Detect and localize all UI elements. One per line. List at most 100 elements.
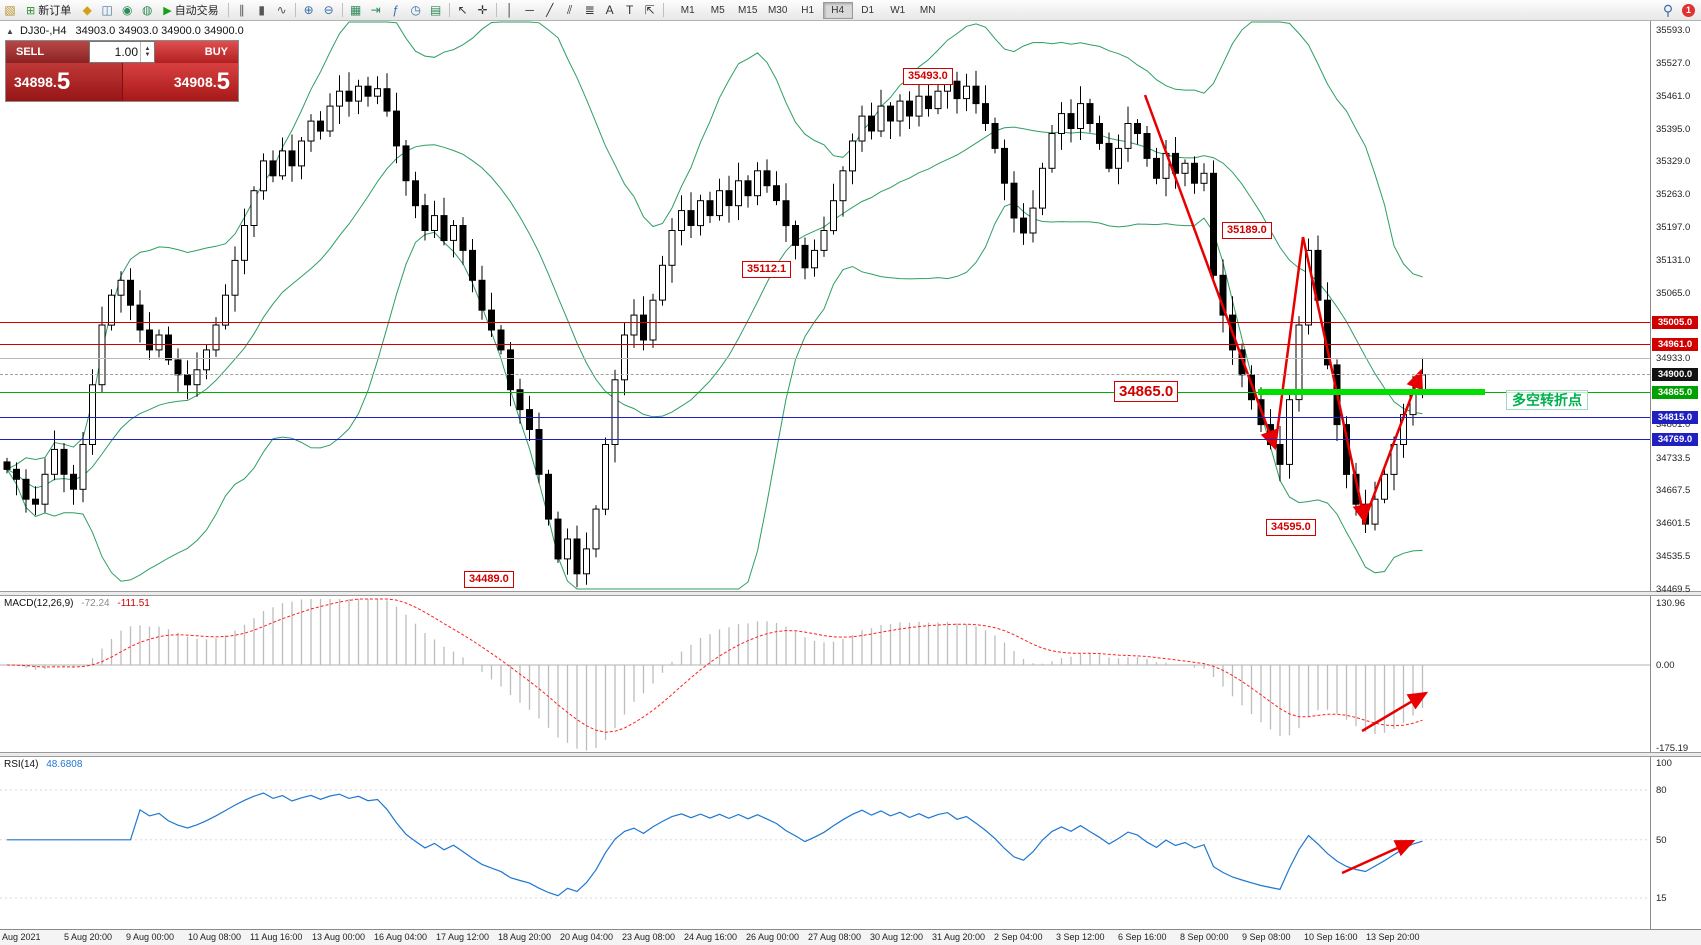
time-axis-label: 10 Sep 16:00 [1304, 932, 1358, 942]
price-annotation-35493-0[interactable]: 35493.0 [903, 68, 953, 85]
new-order-button[interactable]: ⊞ 新订单 [20, 1, 77, 19]
level-line-34815[interactable] [0, 416, 1650, 418]
arrows-icon[interactable]: ⇱ [644, 3, 655, 17]
fibonacci-icon[interactable]: ≣ [584, 3, 595, 17]
lot-stepper[interactable]: ▲ ▼ [140, 42, 154, 62]
sell-price-pips: 5 [56, 68, 71, 95]
data-window-icon[interactable]: ◫ [101, 3, 113, 17]
price-scale-badge-34900: 34900.0 [1652, 368, 1698, 382]
price-scale[interactable] [1650, 20, 1701, 929]
level-line-34900[interactable] [0, 374, 1650, 376]
time-axis-label: 9 Sep 08:00 [1242, 932, 1291, 942]
crosshair-icon[interactable]: ✛ [477, 3, 488, 17]
rsi-label: RSI(14) 48.6808 [4, 759, 82, 770]
sell-price-main: 34898. [14, 74, 57, 90]
time-axis-label: 17 Aug 12:00 [436, 932, 490, 942]
auto-trading-icon: ▶ [163, 4, 172, 17]
sell-price[interactable]: 34898. 5 [6, 63, 123, 101]
horizontal-line-icon[interactable]: ─ [525, 3, 534, 17]
toolbar-separator [495, 3, 497, 17]
main-chart-panel[interactable] [0, 20, 1701, 591]
trendline-icon[interactable]: ╱ [546, 3, 554, 17]
text-label-icon[interactable]: T [626, 3, 634, 17]
macd-panel[interactable] [0, 596, 1701, 752]
new-order-button-label: 新订单 [38, 5, 72, 17]
buy-price[interactable]: 34908. 5 [122, 63, 238, 101]
timeframe-bar: M1 M5 M15 M30 H1 H4 D1 W1 MN [673, 1, 943, 19]
indicators-icon[interactable]: ƒ [392, 3, 400, 17]
chart-shift-icon[interactable]: ⇥ [370, 3, 381, 17]
time-axis-label: 16 Aug 04:00 [374, 932, 428, 942]
timeframe-m1[interactable]: M1 [680, 4, 695, 16]
price-annotation-35189-0[interactable]: 35189.0 [1222, 222, 1272, 239]
cursor-icon[interactable]: ↖ [457, 3, 468, 17]
green-highlight-line[interactable] [1258, 389, 1485, 396]
terminal-icon[interactable]: ◍ [141, 3, 153, 17]
rsi-panel[interactable] [0, 757, 1701, 929]
panel-separator[interactable] [0, 752, 1701, 757]
time-axis-label: 10 Aug 08:00 [188, 932, 242, 942]
timeframe-d1[interactable]: D1 [861, 4, 875, 16]
time-axis-label: 18 Aug 20:00 [498, 932, 552, 942]
price-scale-label: 34933.0 [1656, 353, 1691, 365]
text-icon[interactable]: A [605, 3, 614, 17]
timeframe-m30[interactable]: M30 [767, 4, 788, 16]
timeframe-mn[interactable]: MN [919, 4, 936, 16]
sell-button[interactable]: SELL [6, 41, 89, 63]
rsi-name: RSI(14) [4, 759, 39, 770]
lot-size-value[interactable]: 1.00 [114, 45, 138, 59]
time-axis[interactable]: Aug 2021 5 Aug 20:00 9 Aug 00:00 10 Aug 08:… [0, 929, 1701, 945]
timeframe-m5[interactable]: M5 [710, 4, 725, 16]
level-line-34961[interactable] [0, 343, 1650, 345]
channel-icon[interactable]: ⫽ [567, 2, 573, 17]
timeframe-m15[interactable]: M15 [737, 4, 758, 16]
macd-scale-label: 0.00 [1656, 660, 1675, 671]
price-annotation-34865-0[interactable]: 34865.0 [1114, 381, 1179, 402]
time-axis-label: 31 Aug 20:00 [932, 932, 986, 942]
templates-icon[interactable]: ▤ [430, 3, 442, 17]
notification-badge[interactable]: 1 [1682, 3, 1695, 17]
one-click-collapse-arrow[interactable]: ▲ [6, 27, 14, 36]
level-line-35005[interactable] [0, 322, 1650, 324]
time-axis-label: 27 Aug 08:00 [808, 932, 862, 942]
market-watch-icon[interactable]: ◆ [82, 3, 92, 17]
bar-chart-icon[interactable]: ∥ [238, 3, 245, 17]
time-axis-label: 13 Aug 00:00 [312, 932, 366, 942]
turning-point-label[interactable]: 多空转折点 [1506, 390, 1588, 410]
timeframe-w1[interactable]: W1 [890, 4, 906, 16]
new-chart-icon[interactable]: ▧ [4, 3, 16, 17]
price-annotation-34595-0[interactable]: 34595.0 [1266, 519, 1316, 536]
zoom-in-icon[interactable]: ⊕ [303, 3, 314, 17]
candlestick-chart-icon[interactable]: ▮ [258, 3, 265, 17]
time-axis-label: 3 Sep 12:00 [1056, 932, 1105, 942]
level-line-34933[interactable] [0, 357, 1650, 359]
vertical-line-icon[interactable]: │ [505, 3, 514, 17]
panel-separator[interactable] [0, 591, 1701, 596]
price-annotation-34489-0[interactable]: 34489.0 [464, 571, 514, 588]
price-scale-label: 35263.0 [1656, 189, 1691, 201]
time-axis-label: 26 Aug 00:00 [746, 932, 800, 942]
rsi-scale-label: 100 [1656, 758, 1672, 769]
lot-decrement-icon[interactable]: ▼ [144, 52, 151, 58]
macd-scale-label: 130.96 [1656, 597, 1686, 609]
ohlc-values: 34903.0 34903.0 34900.0 34900.0 [75, 25, 244, 37]
macd-label: MACD(12,26,9) -72.24 -111.51 [4, 598, 150, 609]
timeframe-h1[interactable]: H1 [801, 4, 815, 16]
time-axis-label: 5 Aug 20:00 [64, 932, 113, 942]
search-icon[interactable]: ⚲ [1662, 1, 1674, 18]
zoom-out-icon[interactable]: ⊖ [323, 3, 334, 17]
price-scale-label: 34535.5 [1656, 551, 1691, 563]
price-scale-label: 35593.0 [1656, 25, 1691, 36]
auto-trading-button[interactable]: ▶ 自动交易 [157, 1, 224, 19]
line-chart-icon[interactable]: ∿ [276, 3, 287, 17]
timeframe-h4[interactable]: H4 [822, 1, 853, 19]
buy-button[interactable]: BUY [155, 41, 238, 63]
navigator-icon[interactable]: ◉ [121, 3, 133, 17]
rsi-scale-label: 15 [1656, 893, 1667, 905]
price-annotation-35112-1[interactable]: 35112.1 [742, 261, 792, 278]
lot-size-input[interactable]: 1.00 ▲ ▼ [89, 41, 155, 63]
period-icon[interactable]: ◷ [410, 3, 421, 17]
tile-windows-icon[interactable]: ▦ [350, 3, 362, 17]
price-scale-label: 34469.5 [1656, 583, 1691, 595]
level-line-34769[interactable] [0, 439, 1650, 441]
